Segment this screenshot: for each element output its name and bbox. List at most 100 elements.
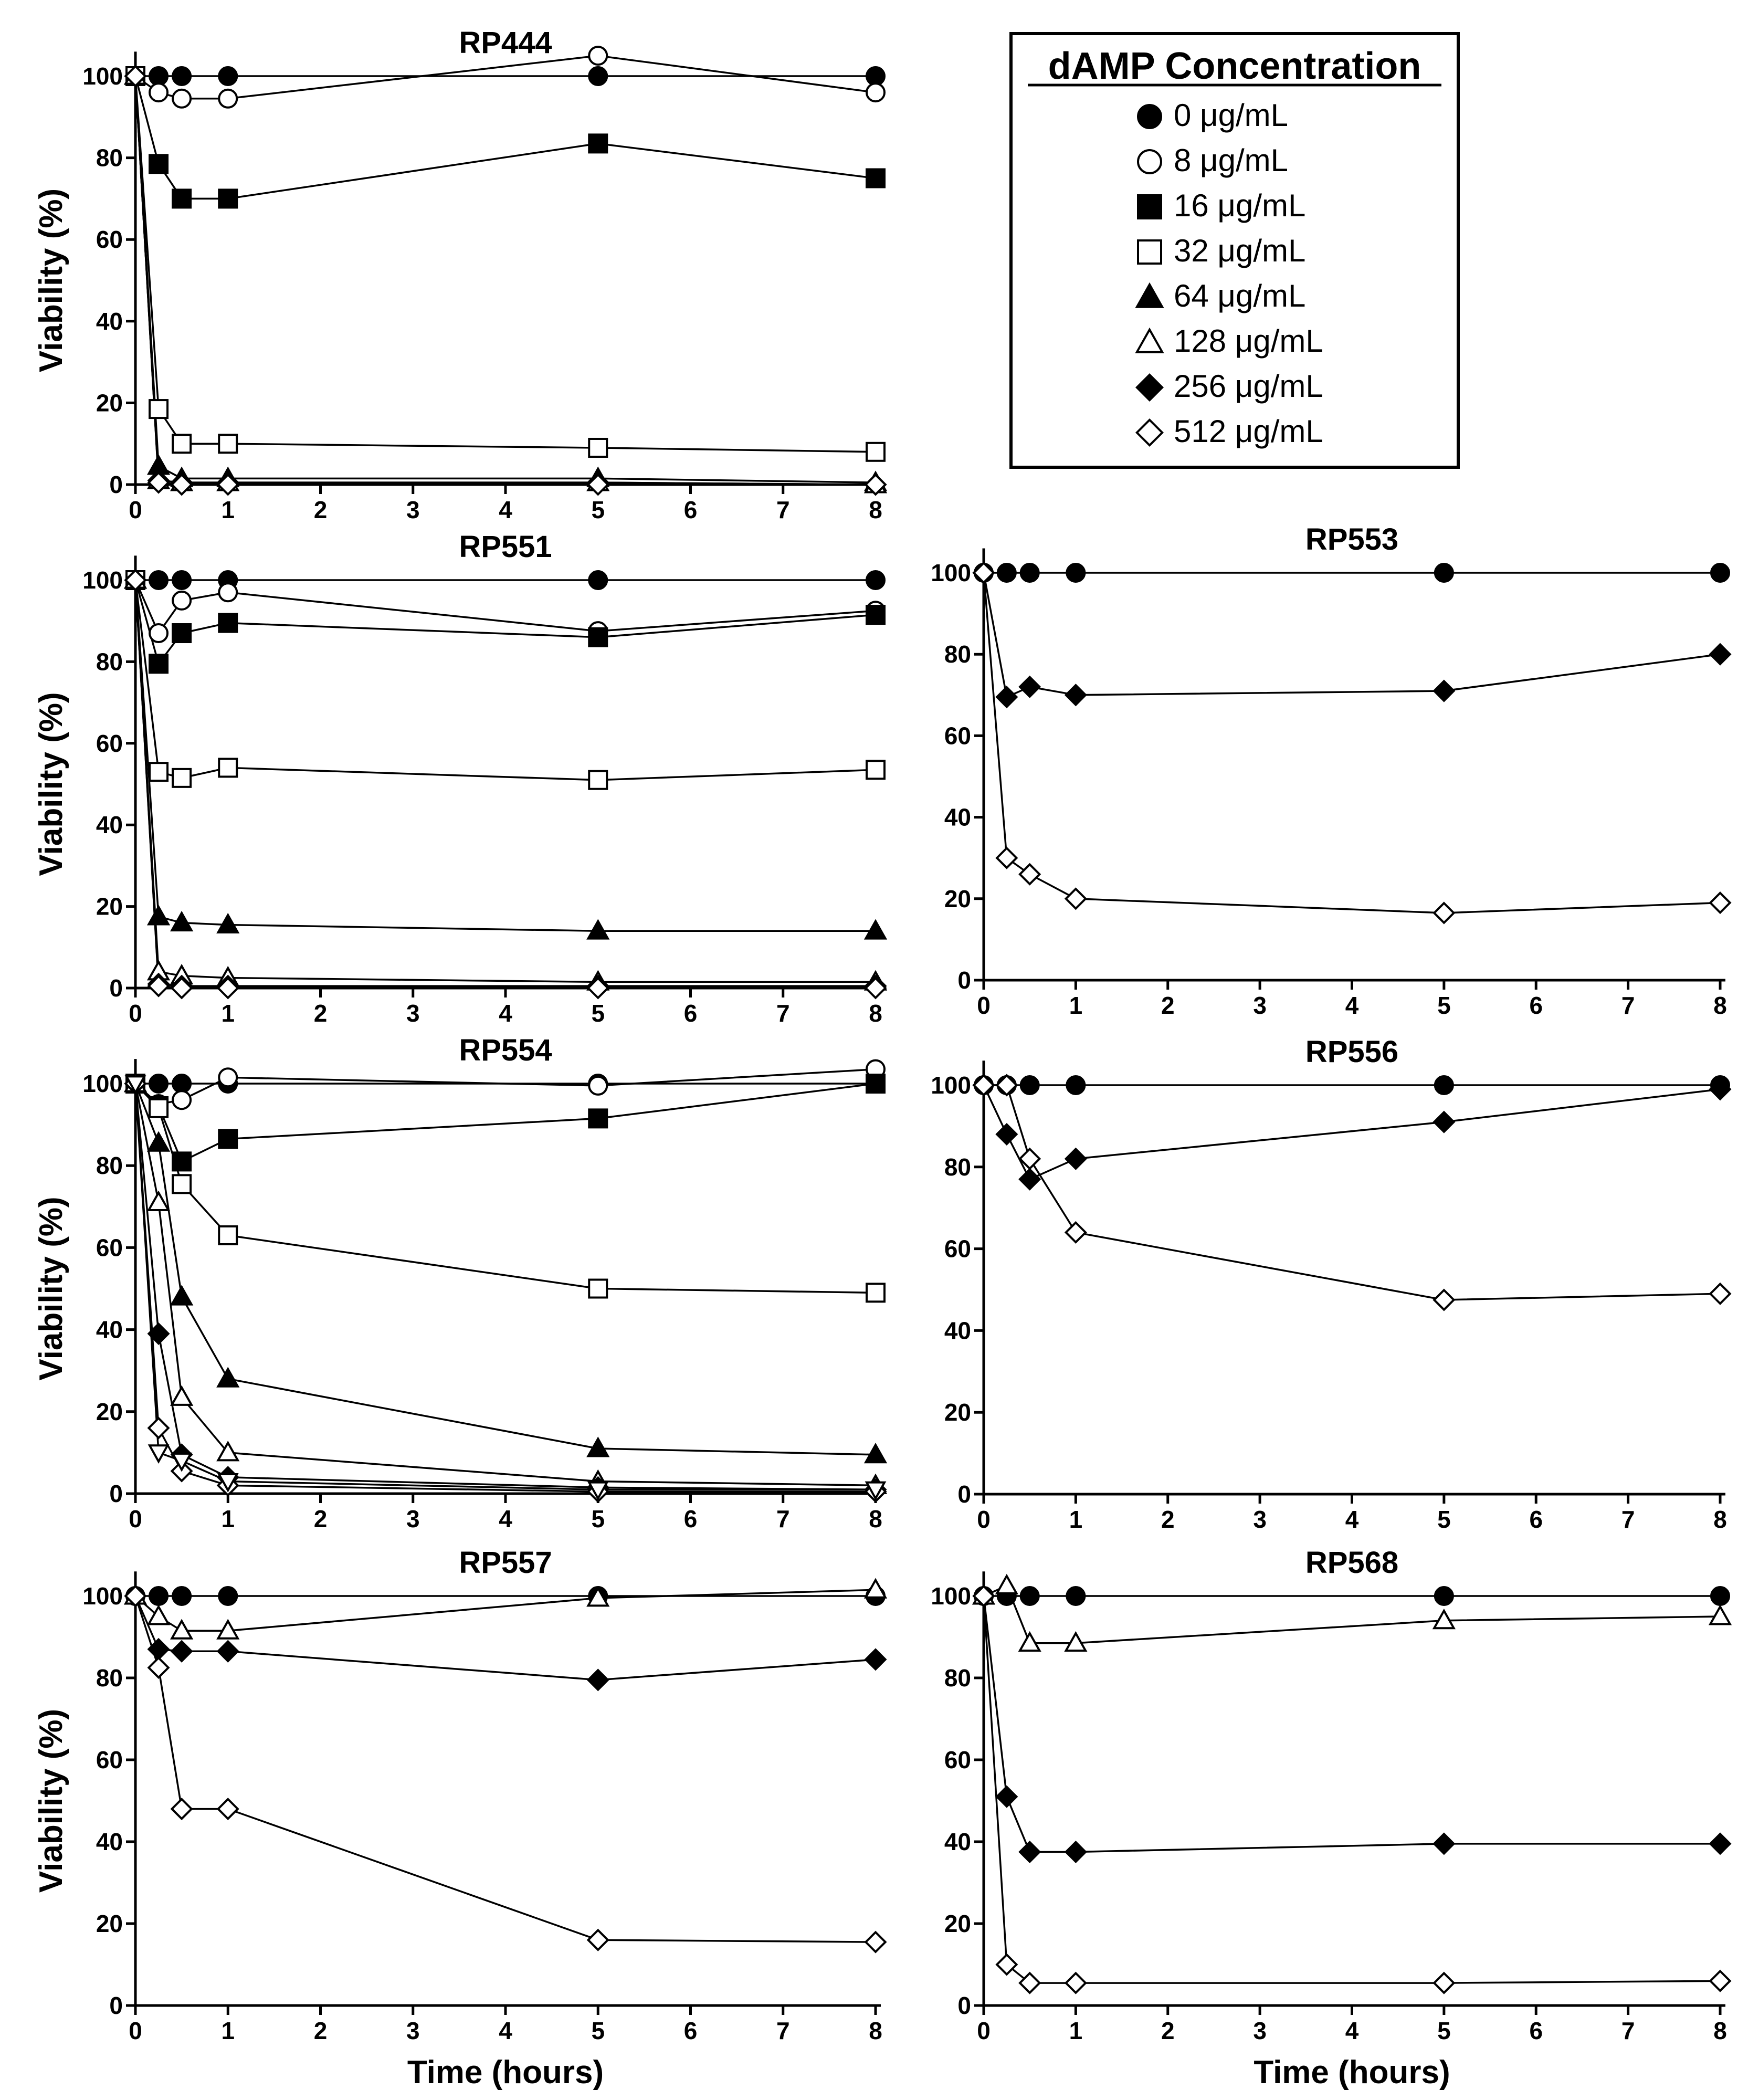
data-point — [1019, 1586, 1040, 1606]
data-point — [172, 88, 192, 109]
data-point — [1019, 1075, 1040, 1095]
legend-marker — [1137, 149, 1162, 174]
legend-marker — [1135, 282, 1164, 308]
series-line — [134, 580, 876, 932]
data-point — [170, 1285, 194, 1306]
data-point — [170, 1798, 193, 1821]
series-16-ug/mL — [134, 580, 876, 666]
data-point — [149, 82, 169, 103]
panel-title: RP556 — [1305, 1035, 1398, 1069]
series-markers — [125, 66, 886, 462]
data-point — [148, 1444, 170, 1464]
data-point — [1064, 887, 1087, 910]
x-tick-label: 4 — [1345, 992, 1359, 1019]
x-tick-label: 7 — [776, 2017, 790, 2044]
chart-panel-rp554: 0 20 40 60 80 100 0 1 2 3 4 5 6 7 8 RP554 Viability (%) — [33, 1033, 888, 1532]
series-line — [134, 1068, 876, 1105]
x-tick-label: 2 — [314, 2017, 328, 2044]
series-markers — [972, 1584, 1732, 1864]
data-point — [588, 46, 608, 66]
data-point — [586, 1436, 610, 1457]
data-point — [995, 1953, 1018, 1976]
data-point — [218, 1129, 238, 1149]
x-tick-label: 6 — [1529, 2017, 1543, 2044]
y-tick-label: 40 — [96, 1828, 123, 1855]
data-point — [146, 1604, 171, 1625]
series-markers — [972, 561, 1732, 709]
x-tick-label: 2 — [314, 1505, 328, 1532]
data-point — [866, 1074, 886, 1094]
x-tick-label: 4 — [499, 1505, 512, 1532]
y-tick-label: 40 — [96, 1316, 123, 1343]
series-512-ug/mL — [134, 1083, 876, 1493]
panel-title: RP554 — [459, 1033, 552, 1067]
series-512-ug/mL — [984, 1084, 1721, 1301]
x-tick-label: 4 — [499, 2017, 512, 2044]
data-point — [972, 1584, 995, 1608]
data-point — [1709, 1832, 1732, 1855]
data-point — [1432, 1609, 1456, 1630]
x-tick-label: 6 — [684, 1000, 698, 1027]
panel-title: RP568 — [1305, 1546, 1398, 1580]
data-point — [149, 623, 169, 644]
x-tick-label: 1 — [221, 1505, 235, 1532]
x-tick-label: 7 — [776, 496, 790, 523]
data-point — [1018, 1840, 1041, 1864]
legend-label: 512 μg/mL — [1174, 414, 1323, 449]
series-line — [134, 580, 876, 989]
data-point — [1018, 1631, 1041, 1652]
data-point — [1064, 1840, 1087, 1864]
y-axis-title: Viability (%) — [33, 1196, 69, 1380]
x-tick-label: 6 — [1529, 1506, 1543, 1533]
data-point — [1708, 1604, 1732, 1625]
data-point — [1064, 1147, 1087, 1170]
data-point — [995, 686, 1018, 709]
data-point — [149, 1586, 169, 1606]
data-point — [218, 1067, 238, 1088]
data-point — [1434, 1586, 1454, 1606]
data-point — [863, 919, 888, 940]
data-point — [1433, 1971, 1456, 1994]
data-point — [863, 1578, 888, 1599]
data-point — [588, 627, 608, 647]
x-tick-label: 1 — [221, 1000, 235, 1027]
series-markers — [972, 1584, 1732, 1994]
panel-title: RP444 — [459, 26, 552, 60]
series-markers — [124, 569, 887, 1000]
data-point — [147, 471, 170, 494]
data-point — [1018, 1168, 1041, 1191]
data-point — [172, 1090, 192, 1110]
data-point — [172, 66, 192, 86]
legend-item: 0 μg/mL — [1137, 98, 1288, 133]
x-tick-label: 1 — [1069, 2017, 1083, 2044]
x-tick-label: 8 — [869, 1000, 882, 1027]
x-tick-label: 3 — [406, 1505, 420, 1532]
data-point — [218, 88, 238, 109]
legend: dAMP Concentration 0 μg/mL 8 μg/mL 16 μg/m… — [1009, 32, 1460, 469]
series-unlabeled — [134, 1083, 876, 1490]
legend-marker — [1135, 327, 1164, 353]
series-256-ug/mL — [134, 1083, 876, 1490]
data-point — [147, 1656, 170, 1679]
series-256-ug/mL — [983, 572, 1721, 699]
series-128-ug/mL — [134, 76, 876, 486]
series-128-ug/mL — [134, 580, 876, 983]
data-point — [586, 976, 609, 1000]
legend-marker — [1137, 239, 1162, 265]
data-point — [216, 912, 240, 934]
x-tick-label: 1 — [221, 2017, 235, 2044]
data-point — [866, 442, 886, 462]
series-line — [134, 1083, 876, 1490]
data-point — [170, 976, 193, 1000]
data-point — [995, 846, 1018, 869]
data-point — [1018, 863, 1041, 886]
x-tick-label: 6 — [1529, 992, 1543, 1019]
x-tick-label: 8 — [1713, 992, 1727, 1019]
series-line — [983, 572, 1721, 699]
series-line — [134, 76, 876, 200]
data-point — [863, 1443, 888, 1464]
y-tick-label: 40 — [96, 811, 123, 838]
x-tick-label: 7 — [1621, 2017, 1635, 2044]
series-line — [134, 76, 876, 486]
series-markers — [124, 1584, 887, 1692]
